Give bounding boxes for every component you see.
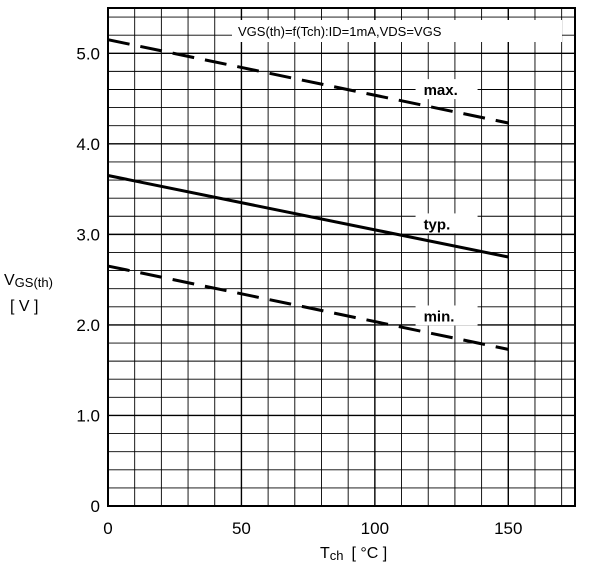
- y-tick-label: 5.0: [76, 44, 100, 63]
- y-tick-label: 4.0: [76, 135, 100, 154]
- x-axis-title: Tch [ °C ]: [320, 545, 387, 563]
- series-line-typ: [107, 174, 509, 259]
- condition-box: [232, 20, 562, 42]
- y-tick-label: 0: [91, 497, 100, 516]
- y-axis-label-sub: GS(th): [15, 275, 53, 290]
- labels-layer: VGS(th)=f(Tch):ID=1mA,VDS=VGS max. typ. mi…: [232, 20, 562, 326]
- x-tick-label: 50: [232, 519, 251, 538]
- x-tick-label: 150: [494, 519, 522, 538]
- x-axis-label-letter: T: [320, 545, 330, 562]
- series-label-min: min.: [424, 308, 455, 325]
- series-label-bg: [415, 213, 478, 234]
- series-label-typ: typ.: [424, 216, 451, 233]
- grid: [107, 7, 576, 507]
- y-axis-title: VGS(th) [ V ]: [4, 272, 53, 315]
- y-tick-label: 1.0: [76, 406, 100, 425]
- y-tick-label: 3.0: [76, 225, 100, 244]
- y-axis-label-main: VGS(th): [4, 272, 53, 290]
- y-axis-unit: [ V ]: [10, 298, 38, 315]
- y-axis-label-letter: V: [4, 272, 15, 289]
- series-line-max: [107, 38, 509, 125]
- series-line-min: [107, 264, 509, 351]
- x-axis-label-sub: ch: [330, 548, 344, 563]
- x-axis-label-main: Tch [ °C ]: [320, 545, 387, 563]
- x-tick-label: 100: [361, 519, 389, 538]
- x-axis-unit: [ °C ]: [352, 545, 388, 562]
- condition-text: VGS(th)=f(Tch):ID=1mA,VDS=VGS: [238, 24, 442, 39]
- ticks-layer: 0 1.0 2.0 3.0 4.0 5.0 0 50 100 150: [76, 44, 522, 538]
- series-label-max: max.: [424, 82, 458, 99]
- series-label-bg: [415, 305, 478, 326]
- plot-frame: [107, 7, 576, 507]
- x-tick-label: 0: [103, 519, 112, 538]
- series-label-bg: [415, 79, 478, 100]
- y-tick-label: 2.0: [76, 316, 100, 335]
- series-layer: [107, 38, 509, 351]
